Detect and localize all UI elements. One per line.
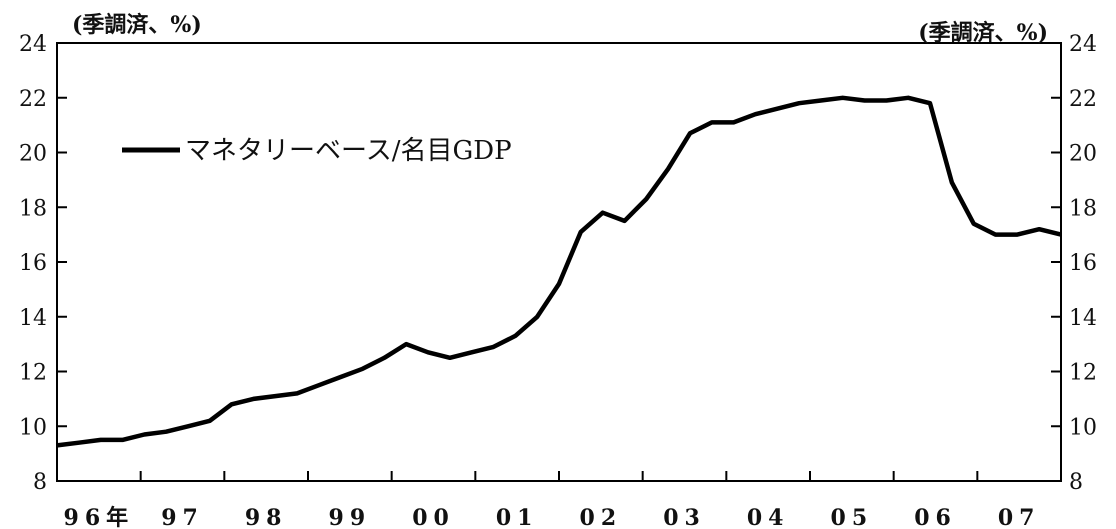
series-group: [56, 95, 1062, 448]
y-tick-label-right: 16: [1069, 251, 1097, 276]
x-tick-label: 03: [663, 505, 706, 529]
y-tick-label-left: 8: [33, 470, 47, 495]
y-tick-label-right: 22: [1069, 87, 1097, 112]
y-axis-left: 8 10 12 14 16 18 20 22 24: [19, 32, 67, 495]
legend: マネタリーベース/名目GDP: [122, 136, 512, 166]
y-tick-label-left: 14: [19, 306, 47, 331]
x-tick-label: 99: [329, 505, 372, 529]
plot-frame: [56, 42, 1062, 482]
plot-area: [56, 42, 1062, 482]
x-tick-label: 07: [998, 505, 1041, 529]
y-tick-label-right: 20: [1069, 142, 1097, 167]
y-tick-label-right: 14: [1069, 306, 1097, 331]
series-line: [56, 95, 1062, 448]
x-tick-label: 96年: [64, 505, 135, 529]
right-unit-label: (季調済、%): [918, 20, 1048, 46]
y-tick-label-left: 12: [19, 361, 47, 386]
y-tick-label-right: 12: [1069, 361, 1097, 386]
y-axis-right: 8 10 12 14 16 18 20 22 24: [1051, 32, 1097, 495]
x-tick-label: 06: [914, 505, 957, 529]
y-tick-label-left: 22: [19, 87, 47, 112]
y-tick-label-left: 20: [19, 142, 47, 167]
x-tick-label: 04: [747, 505, 790, 529]
y-tick-label-right: 24: [1069, 32, 1097, 57]
y-tick-label-left: 16: [19, 251, 47, 276]
legend-label: マネタリーベース/名目GDP: [185, 136, 512, 166]
y-tick-label-right: 8: [1069, 470, 1083, 495]
x-tick-label: 01: [496, 505, 539, 529]
x-tick-label: 05: [831, 505, 874, 529]
y-tick-label-left: 18: [19, 196, 47, 221]
y-tick-label-right: 18: [1069, 196, 1097, 221]
x-tick-label: 02: [580, 505, 623, 529]
y-tick-label-right: 10: [1069, 415, 1097, 440]
y-tick-label-left: 24: [19, 32, 47, 57]
x-tick-label: 00: [412, 505, 455, 529]
x-axis: 96年 97 98 99 00 01 02 03 04 05 06 07: [64, 471, 1041, 529]
x-tick-label: 98: [245, 505, 288, 529]
x-tick-label: 97: [161, 505, 204, 529]
left-unit-label: (季調済、%): [72, 12, 202, 38]
y-tick-label-left: 10: [19, 415, 47, 440]
